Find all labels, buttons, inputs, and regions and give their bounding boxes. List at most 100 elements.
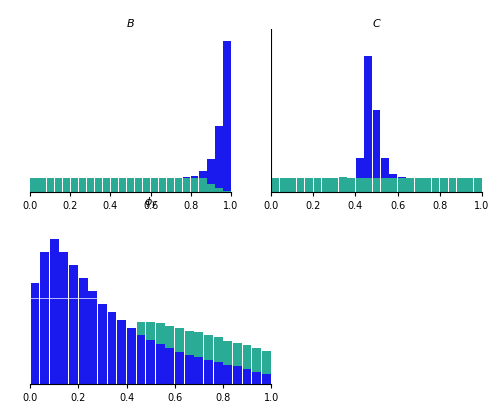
Bar [223,365,231,384]
Bar [213,362,222,384]
Bar [347,178,354,192]
Bar [47,178,54,192]
Bar [262,350,270,374]
Bar [232,343,241,366]
Bar [165,326,174,348]
Bar [199,171,206,178]
Bar [464,178,472,192]
Bar [167,178,174,192]
Bar [207,159,214,184]
Bar [363,56,371,178]
Title: $\phi_y$: $\phi_y$ [143,196,157,212]
Bar [119,178,126,192]
Bar [355,178,363,192]
Bar [223,341,231,365]
Bar [155,323,164,344]
Bar [103,178,110,192]
Bar [183,178,190,192]
Bar [146,340,155,384]
Bar [447,178,455,192]
Bar [40,252,49,384]
Bar [213,337,222,362]
Bar [31,178,38,192]
Bar [95,178,102,192]
Bar [155,344,164,384]
Bar [184,355,193,384]
Bar [355,158,363,178]
Bar [242,369,251,384]
Bar [79,278,87,384]
Bar [111,178,118,192]
Bar [215,188,222,192]
Bar [397,178,405,192]
Bar [136,322,145,335]
Bar [330,178,338,192]
Bar [203,335,212,360]
Bar [184,331,193,355]
Bar [389,174,396,178]
Bar [422,178,430,192]
Bar [271,178,279,192]
Bar [159,178,166,192]
Bar [175,352,183,384]
Bar [252,348,261,372]
Bar [279,178,287,192]
Bar [31,283,39,384]
Bar [405,178,413,192]
Bar [242,345,251,369]
Bar [380,158,388,178]
Bar [194,332,203,357]
Bar [305,178,312,192]
Bar [363,178,371,192]
Bar [199,178,206,192]
Bar [473,178,480,192]
Bar [59,252,68,384]
Title: C: C [372,18,380,29]
Bar [175,178,182,192]
Bar [98,304,107,384]
Bar [338,177,346,192]
Bar [175,328,183,352]
Bar [431,178,438,192]
Bar [88,291,97,384]
Bar [380,178,388,192]
Bar [183,177,190,178]
Bar [321,178,329,192]
Bar [389,178,396,192]
Bar [223,41,230,191]
Bar [191,176,198,178]
Bar [117,320,126,384]
Bar [143,178,150,192]
Bar [79,178,86,192]
Bar [63,178,70,192]
Bar [87,178,94,192]
Bar [262,374,270,384]
Bar [414,178,422,192]
Bar [313,178,321,192]
Bar [439,178,447,192]
Bar [288,178,296,192]
Bar [232,366,241,384]
Bar [50,239,59,384]
Bar [69,265,78,384]
Bar [372,178,380,192]
Bar [191,178,198,192]
Bar [146,322,155,340]
Bar [296,178,304,192]
Bar [151,178,158,192]
Bar [107,313,116,384]
Bar [194,357,203,384]
Bar [252,372,261,384]
Bar [71,178,78,192]
Bar [136,335,145,384]
Bar [207,184,214,192]
Bar [397,177,405,178]
Bar [39,178,46,192]
Bar [203,360,212,384]
Bar [165,348,174,384]
Bar [55,178,62,192]
Bar [127,178,134,192]
Bar [456,178,464,192]
Bar [372,110,380,178]
Bar [135,178,142,192]
